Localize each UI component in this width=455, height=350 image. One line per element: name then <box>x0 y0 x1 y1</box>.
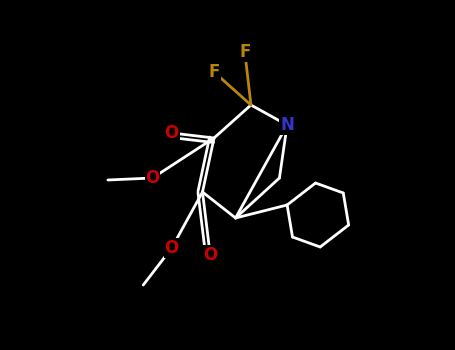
Text: O: O <box>165 124 179 142</box>
Text: F: F <box>208 63 220 81</box>
Text: F: F <box>239 43 251 61</box>
Text: O: O <box>146 169 160 187</box>
Text: O: O <box>165 239 179 257</box>
Text: N: N <box>280 116 294 134</box>
Text: O: O <box>203 246 217 264</box>
